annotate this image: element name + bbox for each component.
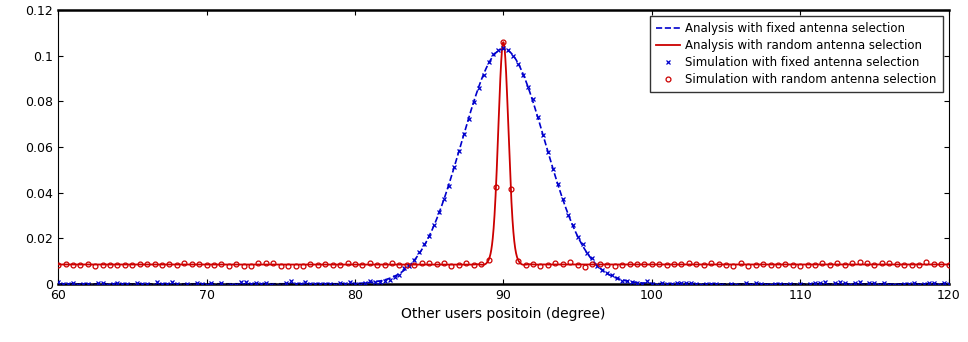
Analysis with random antenna selection bbox=[477, 263, 489, 267]
Analysis with fixed antenna selection bbox=[264, 282, 276, 286]
Simulation with random antenna selection bbox=[260, 261, 272, 265]
Analysis with fixed antenna selection bbox=[943, 282, 954, 286]
Simulation with fixed antenna selection bbox=[127, 284, 138, 288]
Simulation with random antenna selection bbox=[579, 265, 590, 269]
Line: Simulation with random antenna selection: Simulation with random antenna selection bbox=[55, 40, 952, 269]
Analysis with random antenna selection bbox=[936, 262, 948, 266]
Line: Analysis with random antenna selection: Analysis with random antenna selection bbox=[58, 42, 949, 265]
Simulation with random antenna selection bbox=[431, 262, 442, 266]
Simulation with fixed antenna selection bbox=[191, 281, 202, 285]
Analysis with fixed antenna selection bbox=[388, 275, 400, 279]
Simulation with random antenna selection bbox=[623, 262, 635, 266]
Analysis with fixed antenna selection bbox=[268, 282, 280, 286]
Analysis with fixed antenna selection bbox=[498, 47, 509, 51]
Simulation with random antenna selection bbox=[141, 262, 153, 266]
Analysis with random antenna selection bbox=[498, 40, 509, 44]
Analysis with random antenna selection bbox=[388, 262, 400, 266]
Analysis with random antenna selection bbox=[451, 262, 463, 266]
Simulation with fixed antenna selection bbox=[483, 60, 495, 64]
Analysis with fixed antenna selection bbox=[259, 282, 271, 286]
Analysis with fixed antenna selection bbox=[52, 282, 64, 286]
Analysis with random antenna selection bbox=[264, 262, 276, 266]
Analysis with random antenna selection bbox=[52, 262, 64, 266]
Legend: Analysis with fixed antenna selection, Analysis with random antenna selection, S: Analysis with fixed antenna selection, A… bbox=[650, 16, 943, 92]
Simulation with random antenna selection bbox=[668, 262, 680, 266]
Simulation with fixed antenna selection bbox=[800, 284, 811, 288]
Analysis with random antenna selection bbox=[268, 262, 280, 266]
Line: Analysis with fixed antenna selection: Analysis with fixed antenna selection bbox=[58, 49, 949, 284]
Line: Simulation with fixed antenna selection: Simulation with fixed antenna selection bbox=[55, 46, 952, 289]
Analysis with fixed antenna selection bbox=[451, 155, 463, 159]
Analysis with random antenna selection bbox=[259, 262, 271, 266]
Simulation with random antenna selection bbox=[943, 263, 954, 267]
Simulation with random antenna selection bbox=[898, 263, 910, 267]
Simulation with fixed antenna selection bbox=[186, 284, 197, 288]
Simulation with random antenna selection bbox=[52, 263, 64, 267]
Simulation with fixed antenna selection bbox=[498, 47, 509, 51]
X-axis label: Other users positoin (degree): Other users positoin (degree) bbox=[401, 307, 606, 321]
Simulation with random antenna selection bbox=[498, 40, 509, 44]
Analysis with random antenna selection bbox=[943, 262, 954, 266]
Simulation with fixed antenna selection bbox=[305, 281, 317, 286]
Analysis with fixed antenna selection bbox=[936, 282, 948, 286]
Simulation with fixed antenna selection bbox=[52, 280, 64, 284]
Simulation with fixed antenna selection bbox=[488, 52, 499, 56]
Simulation with fixed antenna selection bbox=[943, 282, 954, 287]
